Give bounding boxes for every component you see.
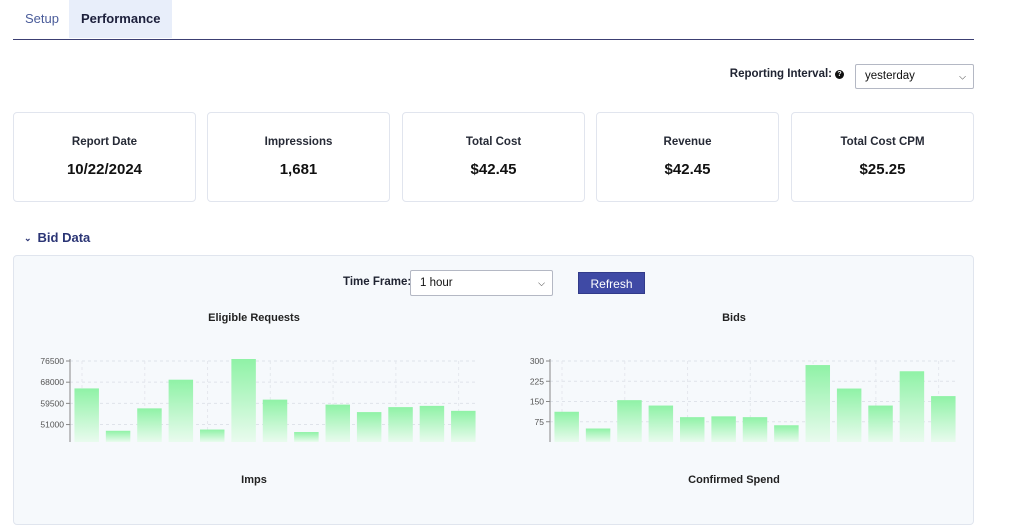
card-revenue: Revenue $42.45 bbox=[596, 112, 779, 202]
chart-bar bbox=[199, 429, 225, 442]
y-tick-label: 51000 bbox=[40, 420, 64, 430]
reporting-interval-select[interactable]: yesterday ⌵ bbox=[855, 64, 974, 89]
tab-bar: Setup Performance bbox=[13, 0, 974, 40]
bid-data-toggle[interactable]: ⌄ Bid Data bbox=[24, 230, 90, 245]
reporting-interval-text: Reporting Interval: bbox=[729, 68, 832, 80]
y-tick-label: 59500 bbox=[40, 398, 64, 408]
time-frame-label: Time Frame: bbox=[343, 276, 412, 288]
chart-title-imps: Imps bbox=[241, 474, 267, 486]
card-value: 1,681 bbox=[279, 161, 318, 178]
chart-bar bbox=[168, 379, 194, 442]
chart-bar bbox=[451, 410, 476, 442]
tab-performance[interactable]: Performance bbox=[69, 0, 173, 38]
section-title: Bid Data bbox=[37, 230, 91, 245]
chart-bar bbox=[294, 432, 319, 442]
time-frame-select[interactable]: 1 hour ⌵ bbox=[410, 270, 553, 296]
card-value: 10/22/2024 bbox=[66, 161, 143, 178]
y-tick-label: 68000 bbox=[40, 377, 64, 387]
chart-bar bbox=[325, 404, 351, 442]
card-value: $25.25 bbox=[859, 161, 906, 178]
chart-title-eligible-requests: Eligible Requests bbox=[208, 312, 300, 324]
card-value: $42.45 bbox=[664, 161, 711, 178]
y-tick-label: 76500 bbox=[40, 356, 64, 366]
card-label: Report Date bbox=[71, 136, 138, 148]
chart-bar bbox=[105, 430, 131, 442]
chevron-down-icon: ⌄ bbox=[24, 233, 32, 243]
chart-title-bids: Bids bbox=[722, 312, 746, 324]
chevron-down-icon: ⌵ bbox=[959, 71, 966, 81]
chart-bar bbox=[137, 408, 162, 442]
tab-setup[interactable]: Setup bbox=[25, 11, 59, 26]
chart-bar bbox=[74, 388, 99, 442]
chart-bar bbox=[388, 407, 413, 442]
card-report-date: Report Date 10/22/2024 bbox=[13, 112, 196, 202]
help-icon[interactable]: ? bbox=[835, 70, 844, 79]
card-label: Revenue bbox=[663, 136, 712, 148]
card-total-cost: Total Cost $42.45 bbox=[402, 112, 585, 202]
card-label: Total Cost CPM bbox=[840, 136, 925, 148]
chevron-down-icon: ⌵ bbox=[538, 278, 545, 288]
reporting-interval-label: Reporting Interval:? bbox=[730, 68, 844, 80]
refresh-button[interactable]: Refresh bbox=[578, 272, 645, 294]
card-total-cost-cpm: Total Cost CPM $25.25 bbox=[791, 112, 974, 202]
chart-bar bbox=[356, 412, 382, 442]
card-value: $42.45 bbox=[470, 161, 517, 178]
chart-bar bbox=[262, 399, 288, 442]
chart-bar bbox=[231, 359, 256, 442]
time-frame-value: 1 hour bbox=[420, 277, 453, 289]
card-impressions: Impressions 1,681 bbox=[207, 112, 390, 202]
card-label: Impressions bbox=[264, 136, 333, 148]
reporting-interval-value: yesterday bbox=[865, 70, 915, 82]
chart-bar bbox=[419, 405, 445, 442]
chart-title-confirmed-spend: Confirmed Spend bbox=[688, 474, 780, 486]
card-label: Total Cost bbox=[465, 136, 522, 148]
